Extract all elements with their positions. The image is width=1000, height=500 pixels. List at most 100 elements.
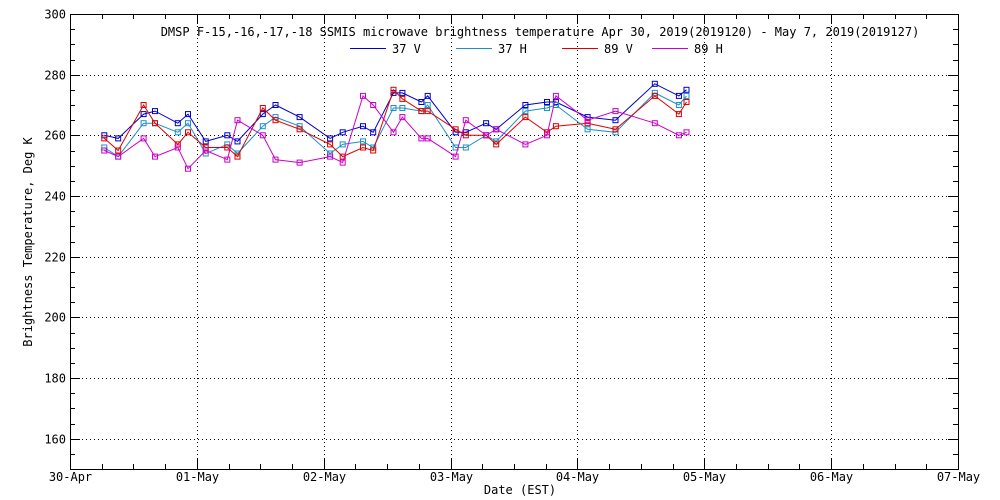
series-group: [101, 80, 690, 172]
y-tick-label: 300: [44, 8, 66, 22]
data-point: [651, 92, 658, 99]
data-point: [675, 92, 682, 99]
data-point: [152, 108, 158, 115]
series-line: [104, 92, 687, 158]
data-point: [683, 99, 690, 105]
data-point: [224, 141, 231, 148]
data-point: [327, 153, 334, 160]
data-point: [185, 120, 191, 127]
series: [101, 89, 690, 160]
legend: 37 V 37 H 89 V 89 H: [350, 42, 723, 56]
data-point: [224, 144, 231, 151]
data-point: [675, 111, 682, 118]
data-point: [296, 159, 303, 166]
y-tick-label: 180: [44, 372, 66, 386]
x-tick-label: 01-May: [176, 470, 219, 484]
data-point: [522, 141, 529, 148]
data-point: [462, 132, 469, 139]
data-point: [115, 147, 122, 154]
data-point: [234, 153, 241, 160]
data-point: [327, 150, 334, 157]
data-point: [683, 86, 690, 93]
data-point: [140, 111, 147, 118]
data-point: [675, 102, 682, 108]
data-point: [418, 108, 425, 115]
data-point: [296, 126, 303, 133]
data-point: [399, 89, 406, 96]
data-point: [424, 108, 431, 115]
x-tick-label: 05-May: [683, 470, 726, 484]
plot-frame: [70, 14, 959, 470]
data-point: [483, 120, 490, 127]
data-point: [452, 126, 459, 133]
data-point: [185, 129, 191, 136]
data-point: [612, 126, 619, 133]
data-point: [418, 135, 425, 142]
y-axis-label: Brightness Temperature, Deg K: [21, 136, 35, 346]
data-point: [370, 147, 377, 154]
data-point: [327, 135, 334, 142]
data-point: [522, 102, 529, 108]
data-point: [360, 123, 366, 130]
data-point: [584, 126, 591, 133]
data-point: [390, 129, 397, 136]
data-point: [424, 102, 431, 108]
data-point: [675, 132, 682, 139]
data-point: [185, 165, 191, 172]
data-point: [259, 111, 266, 118]
legend-label: 37 V: [392, 42, 421, 56]
data-point: [296, 123, 303, 130]
data-point: [360, 138, 366, 145]
data-point: [552, 92, 559, 99]
data-point: [424, 92, 431, 99]
data-point: [140, 102, 147, 108]
data-point: [399, 105, 406, 111]
data-point: [259, 105, 266, 111]
data-point: [339, 129, 346, 136]
x-tick-label: 02-May: [303, 470, 346, 484]
data-point: [272, 117, 279, 124]
x-tick-label: 30-Apr: [49, 470, 92, 484]
data-point: [140, 135, 147, 142]
data-point: [544, 105, 550, 111]
series-line: [104, 95, 687, 170]
data-point: [399, 114, 406, 121]
data-point: [651, 120, 658, 127]
x-tick-label: 06-May: [810, 470, 853, 484]
y-tick-label: 280: [44, 69, 66, 83]
data-point: [399, 95, 406, 102]
data-point: [224, 132, 231, 139]
data-point: [259, 123, 266, 130]
y-tick-label: 240: [44, 190, 66, 204]
data-point: [339, 153, 346, 160]
legend-item: 37 V: [350, 42, 421, 56]
data-point: [202, 138, 209, 145]
data-point: [544, 132, 550, 139]
data-point: [174, 141, 181, 148]
data-point: [259, 132, 266, 139]
data-point: [370, 129, 377, 136]
data-point: [101, 135, 108, 142]
data-point: [390, 105, 397, 111]
data-point: [522, 114, 529, 121]
y-tick-label: 220: [44, 251, 66, 265]
data-point: [339, 159, 346, 166]
data-point: [651, 80, 658, 87]
legend-label: 37 H: [498, 42, 527, 56]
data-point: [234, 117, 241, 124]
legend-item: 89 V: [562, 42, 633, 56]
data-point: [552, 123, 559, 130]
legend-item: 89 H: [652, 42, 723, 56]
data-point: [174, 144, 181, 151]
data-point: [493, 126, 500, 133]
x-tick-label: 07-May: [937, 470, 980, 484]
data-point: [327, 141, 334, 148]
x-tick-label: 04-May: [556, 470, 599, 484]
data-point: [360, 144, 366, 151]
series: [101, 86, 690, 160]
axis-ticks: [70, 14, 959, 469]
data-point: [544, 99, 550, 105]
data-point: [390, 86, 397, 93]
legend-item: 37 H: [456, 42, 527, 56]
